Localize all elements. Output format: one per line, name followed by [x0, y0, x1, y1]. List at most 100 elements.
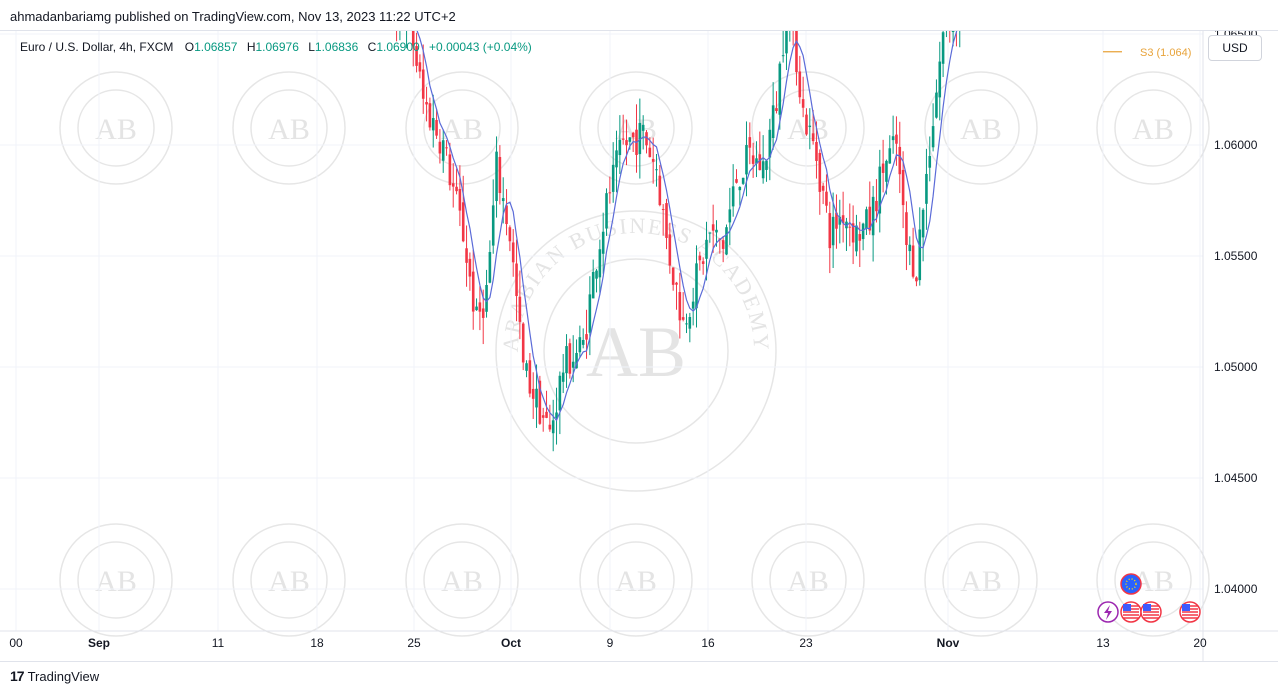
watermark-outer-ring	[1096, 71, 1210, 185]
candle-body	[841, 215, 845, 224]
candle-body	[651, 158, 655, 162]
time-tick-label: 11	[212, 636, 225, 650]
candle-body	[621, 138, 625, 140]
candle-body	[421, 69, 425, 99]
candle-body	[645, 132, 648, 146]
us-flag-event-icon[interactable]	[1179, 601, 1201, 623]
candle-body	[728, 209, 732, 223]
candle-body	[921, 209, 925, 238]
candle-body	[668, 234, 672, 266]
candle-body	[778, 63, 782, 115]
candle-body	[451, 183, 455, 187]
candle-body	[825, 191, 828, 206]
watermark-inner-ring	[250, 89, 328, 167]
watermark-logo: AB	[405, 523, 519, 637]
tradingview-logo-icon[interactable]: 17	[10, 668, 25, 684]
candle-body	[475, 306, 478, 311]
candle-body	[885, 160, 888, 182]
watermark-logo: AB	[232, 523, 346, 637]
watermark-outer-ring	[579, 523, 693, 637]
watermark-outer-ring	[59, 71, 173, 185]
candle-body	[578, 337, 582, 353]
candle-body	[435, 120, 438, 136]
candle-body	[708, 232, 712, 234]
watermark-inner-ring	[769, 541, 847, 619]
candle-body	[675, 282, 678, 285]
candle-body	[488, 252, 492, 283]
candle-body	[415, 46, 418, 66]
candle-body	[795, 31, 798, 73]
watermark-outer-ring	[579, 71, 693, 185]
open-label: O	[184, 40, 195, 54]
candle-body	[881, 163, 885, 173]
candle-body	[931, 126, 935, 148]
watermark-initials: AB	[95, 565, 137, 598]
watermark-logo: AB	[579, 523, 693, 637]
candle-body	[641, 124, 645, 131]
watermark-outer-ring	[232, 71, 346, 185]
candle-body	[671, 267, 675, 285]
watermark-inner-ring	[942, 541, 1020, 619]
price-tick-label: 1.04000	[1214, 582, 1258, 596]
candle-body	[501, 198, 505, 202]
candle-body	[815, 141, 818, 161]
candle-body	[515, 263, 518, 297]
candle-body	[855, 225, 858, 252]
candle-body	[811, 133, 815, 142]
open-value: 1.06857	[194, 40, 238, 54]
watermark-outer-ring	[751, 71, 865, 185]
symbol-legend: Euro / U.S. Dollar, 4h, FXCM O1.06857 H1…	[20, 40, 538, 54]
tradingview-brand[interactable]: TradingView	[27, 668, 100, 684]
watermark-logo: AB	[59, 523, 173, 637]
candle-body	[678, 292, 682, 321]
candle-body	[738, 186, 742, 191]
candle-body	[455, 186, 458, 192]
candle-body	[768, 129, 772, 158]
currency-button[interactable]: USD	[1208, 35, 1262, 61]
chart-panel[interactable]: AB AB AB AB AB AB AB AB AB AB AB AB AB AB AB ARABIAN BU…	[0, 30, 1278, 662]
candle-body	[765, 160, 768, 170]
us-flag-event-icon[interactable]	[1140, 601, 1162, 623]
candle-body	[428, 103, 432, 128]
lightning-event-icon[interactable]	[1097, 601, 1119, 623]
candle-body	[481, 308, 485, 318]
watermark-initials: AB	[960, 565, 1002, 598]
candle-body	[805, 114, 808, 135]
candle-body	[615, 150, 618, 168]
candle-body	[771, 105, 775, 139]
candle-body	[951, 31, 955, 33]
us-flag-event-icon[interactable]	[1120, 601, 1142, 623]
time-tick-label: Nov	[937, 636, 960, 650]
candle-body	[555, 412, 558, 418]
candle-body	[745, 145, 748, 175]
watermark-outer-ring	[232, 523, 346, 637]
candle-body	[568, 343, 572, 374]
candle-body	[918, 229, 922, 281]
time-tick-label: Oct	[501, 636, 521, 650]
candle-body	[588, 294, 592, 333]
watermark-inner-ring	[423, 541, 501, 619]
time-tick-label: 9	[607, 636, 614, 650]
candle-body	[571, 361, 575, 368]
watermark-logo: AB	[924, 71, 1038, 185]
watermark-initials: AB	[268, 113, 310, 146]
eu-flag-event-icon[interactable]	[1120, 573, 1142, 595]
candle-body	[828, 213, 832, 249]
watermark-inner-ring	[423, 89, 501, 167]
candle-body	[895, 134, 898, 144]
candle-body	[721, 240, 725, 249]
candle-body	[705, 239, 708, 259]
watermark-inner-ring	[597, 541, 675, 619]
candle-body	[611, 164, 615, 192]
pivot-label: S3 (1.064)	[1140, 47, 1191, 59]
candle-body	[898, 146, 902, 175]
candle-body	[458, 188, 462, 211]
events-layer	[1097, 573, 1201, 623]
watermark-logo: AB	[232, 71, 346, 185]
candle-body	[558, 375, 562, 411]
footer[interactable]: 17 TradingView	[10, 668, 99, 684]
candle-body	[638, 122, 642, 155]
candle-body	[628, 137, 632, 142]
